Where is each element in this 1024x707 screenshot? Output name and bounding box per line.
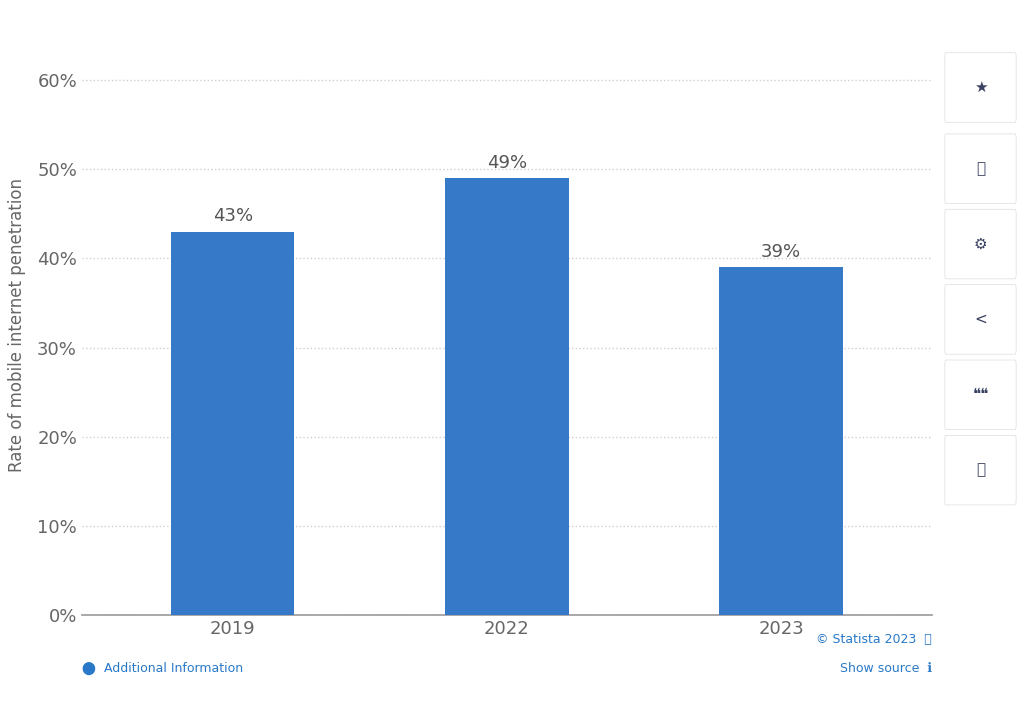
Bar — [445, 178, 568, 615]
FancyBboxPatch shape — [945, 436, 1016, 505]
Text: ★: ★ — [974, 80, 987, 95]
Text: 🔔: 🔔 — [976, 161, 985, 176]
Text: 43%: 43% — [213, 207, 253, 226]
Text: Show source  ℹ: Show source ℹ — [840, 662, 932, 674]
FancyBboxPatch shape — [945, 53, 1016, 122]
Text: ❝❝: ❝❝ — [972, 387, 989, 402]
FancyBboxPatch shape — [945, 285, 1016, 354]
Text: <: < — [974, 312, 987, 327]
Bar — [719, 267, 843, 615]
Text: 39%: 39% — [761, 243, 801, 261]
Text: 49%: 49% — [486, 154, 527, 172]
FancyBboxPatch shape — [945, 209, 1016, 279]
Y-axis label: Rate of mobile internet penetration: Rate of mobile internet penetration — [8, 178, 26, 472]
Bar — [171, 232, 295, 615]
Text: ⚙: ⚙ — [974, 237, 987, 252]
FancyBboxPatch shape — [945, 360, 1016, 430]
Text: © Statista 2023  🏴: © Statista 2023 🏴 — [816, 633, 932, 646]
Text: 🖨: 🖨 — [976, 462, 985, 478]
Text: ⬤  Additional Information: ⬤ Additional Information — [82, 662, 243, 674]
FancyBboxPatch shape — [945, 134, 1016, 204]
